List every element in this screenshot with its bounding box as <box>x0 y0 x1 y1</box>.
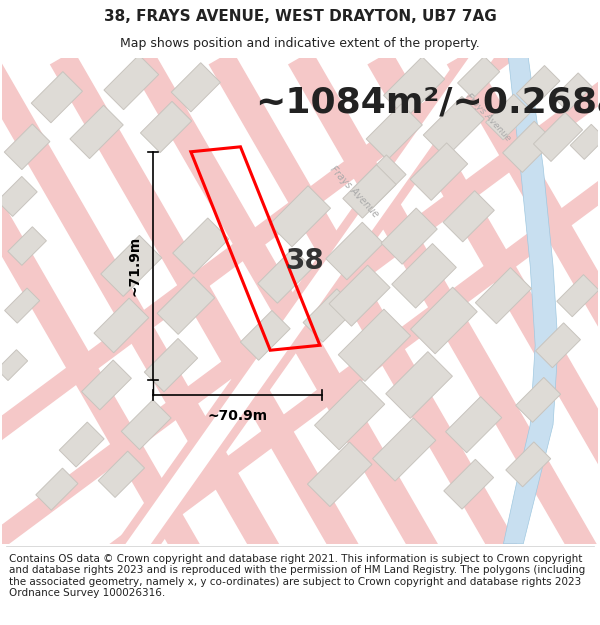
Polygon shape <box>392 244 457 308</box>
Polygon shape <box>59 422 104 467</box>
Polygon shape <box>570 124 600 159</box>
Text: 38, FRAYS AVENUE, WEST DRAYTON, UB7 7AG: 38, FRAYS AVENUE, WEST DRAYTON, UB7 7AG <box>104 9 496 24</box>
Text: ~71.9m: ~71.9m <box>127 236 141 296</box>
Polygon shape <box>326 222 383 280</box>
Text: ~70.9m: ~70.9m <box>208 409 268 422</box>
Polygon shape <box>447 51 600 581</box>
Polygon shape <box>517 66 560 109</box>
Polygon shape <box>140 101 191 152</box>
Polygon shape <box>353 155 406 208</box>
Polygon shape <box>145 339 197 392</box>
Polygon shape <box>269 186 331 247</box>
Polygon shape <box>536 323 580 368</box>
Text: Frays Avenue: Frays Avenue <box>464 91 513 142</box>
Polygon shape <box>485 94 531 140</box>
Polygon shape <box>475 268 532 324</box>
Polygon shape <box>173 218 229 274</box>
Polygon shape <box>338 309 410 381</box>
Polygon shape <box>101 236 162 296</box>
Polygon shape <box>5 288 40 323</box>
Polygon shape <box>506 442 551 487</box>
Polygon shape <box>554 73 592 111</box>
Polygon shape <box>516 378 560 423</box>
Text: 38: 38 <box>286 247 325 275</box>
Polygon shape <box>121 400 171 449</box>
Polygon shape <box>82 360 131 410</box>
Polygon shape <box>0 350 28 381</box>
Text: ~1084m²/~0.268ac.: ~1084m²/~0.268ac. <box>256 85 600 119</box>
Text: Map shows position and indicative extent of the property.: Map shows position and indicative extent… <box>120 37 480 49</box>
Polygon shape <box>503 121 554 172</box>
Polygon shape <box>241 311 290 360</box>
Polygon shape <box>314 379 385 450</box>
Polygon shape <box>0 149 600 625</box>
Polygon shape <box>70 105 123 159</box>
Polygon shape <box>0 0 600 472</box>
Polygon shape <box>171 62 220 112</box>
Polygon shape <box>343 165 396 218</box>
Polygon shape <box>36 468 78 510</box>
Polygon shape <box>0 51 213 581</box>
Polygon shape <box>557 274 599 317</box>
Polygon shape <box>4 124 50 169</box>
Polygon shape <box>288 51 600 581</box>
Polygon shape <box>116 37 504 564</box>
Polygon shape <box>373 418 436 481</box>
Polygon shape <box>410 287 477 354</box>
Polygon shape <box>443 191 494 242</box>
Polygon shape <box>104 55 158 109</box>
Polygon shape <box>0 51 292 581</box>
Polygon shape <box>258 249 313 303</box>
Polygon shape <box>303 289 356 342</box>
Polygon shape <box>446 397 502 452</box>
Text: Contains OS data © Crown copyright and database right 2021. This information is : Contains OS data © Crown copyright and d… <box>9 554 585 598</box>
Polygon shape <box>94 298 149 352</box>
Polygon shape <box>50 51 371 581</box>
Polygon shape <box>157 277 215 334</box>
Polygon shape <box>386 352 452 418</box>
Polygon shape <box>329 265 390 326</box>
Polygon shape <box>307 442 372 507</box>
Polygon shape <box>0 49 600 581</box>
Polygon shape <box>129 51 451 581</box>
Polygon shape <box>410 143 467 201</box>
Polygon shape <box>381 208 437 264</box>
Polygon shape <box>31 72 82 122</box>
Polygon shape <box>444 459 494 509</box>
Polygon shape <box>209 51 530 581</box>
Polygon shape <box>533 112 583 161</box>
Polygon shape <box>366 104 422 160</box>
Text: Frays Avenue: Frays Avenue <box>328 164 381 219</box>
Polygon shape <box>123 42 497 559</box>
Polygon shape <box>8 227 46 266</box>
Polygon shape <box>423 96 484 158</box>
Polygon shape <box>0 176 37 216</box>
Polygon shape <box>503 58 558 544</box>
Polygon shape <box>98 451 145 498</box>
Polygon shape <box>367 51 600 581</box>
Polygon shape <box>458 56 500 98</box>
Polygon shape <box>383 57 445 118</box>
